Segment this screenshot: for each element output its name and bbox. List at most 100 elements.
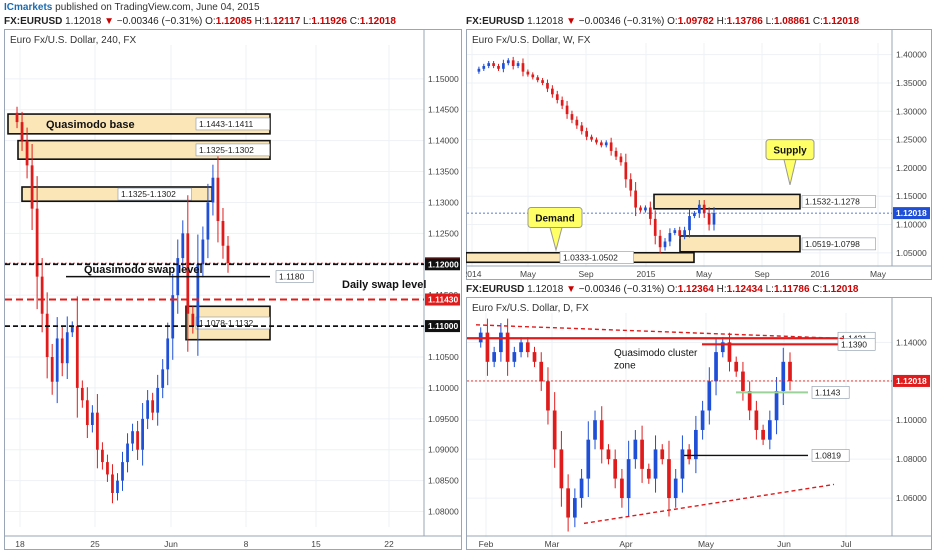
h4-y-tick-label: 1.14000 (428, 136, 459, 146)
daily-candle-body (579, 478, 584, 499)
h4-candle-body (111, 474, 114, 493)
daily-candle-body (566, 488, 570, 518)
h4-price-tag-label: 1.11000 (428, 321, 459, 331)
daily-l-label: L: (765, 284, 774, 295)
daily-candle-body (599, 420, 604, 450)
daily-chart-panel[interactable]: FX:EURUSD 1.12018 ▼ −0.00346 (−0.31%) O:… (466, 283, 932, 550)
h4-x-tick-label: 8 (244, 539, 249, 549)
daily-candle-body (593, 420, 597, 440)
daily-candle-body (633, 439, 638, 460)
weekly-candle-body (604, 142, 608, 146)
h4-candle-body (141, 418, 144, 450)
weekly-candle-body (702, 204, 706, 214)
h4-zone-label: 1.1325-1.1302 (199, 145, 254, 155)
h4-zone-label: 1.1443-1.1411 (199, 119, 253, 129)
h4-candle-body (191, 313, 195, 327)
daily-candle-body (573, 498, 577, 518)
weekly-candle-body (580, 125, 584, 132)
weekly-candle-body (502, 63, 505, 69)
weekly-candle-body (521, 63, 525, 72)
weekly-candle-body (609, 142, 613, 151)
h4-candle-body (201, 239, 205, 265)
h4-symbol: FX:EURUSD (4, 16, 63, 27)
weekly-candle-body (673, 230, 677, 234)
down-triangle-icon: ▼ (104, 16, 114, 27)
weekly-candle-body (668, 233, 672, 242)
daily-candle-body (747, 391, 752, 411)
weekly-chart-panel[interactable]: FX:EURUSD 1.12018 ▼ −0.00346 (−0.31%) O:… (466, 15, 932, 280)
daily-candle-body (552, 410, 557, 450)
weekly-candle-body (653, 218, 657, 236)
daily-candle-body (774, 391, 779, 421)
h4-candle-body (15, 112, 19, 123)
h4-chart-panel[interactable]: FX:EURUSD 1.12018 ▼ −0.00346 (−0.31%) O:… (4, 15, 462, 550)
daily-annotation-qm-cluster-line2: zone (614, 361, 636, 372)
weekly-candle-body (575, 119, 579, 126)
weekly-candle-body (482, 65, 486, 69)
h4-zone-label: 1.1325-1.1302 (121, 189, 176, 199)
weekly-open: 1.09782 (677, 16, 714, 27)
weekly-supply-callout-pointer (783, 159, 797, 186)
daily-candle-body (781, 361, 786, 392)
weekly-x-tick-label: 2014 (466, 269, 482, 279)
h4-x-tick-label: 25 (90, 539, 100, 549)
daily-candle-body (505, 332, 510, 362)
h4-level-label-box (275, 270, 314, 283)
down-triangle-icon: ▼ (566, 284, 576, 295)
daily-candle-body (613, 459, 618, 479)
daily-x-tick-label: May (698, 539, 715, 549)
weekly-x-tick-label: May (870, 269, 887, 279)
weekly-candle-body (663, 241, 667, 248)
h4-candle-body (35, 208, 39, 277)
h4-price-tag (425, 293, 460, 306)
daily-candle-body (539, 361, 544, 382)
weekly-candle-body (487, 63, 491, 66)
weekly-low: 1.08861 (773, 16, 811, 27)
weekly-candle-body (531, 74, 535, 78)
daily-candle-body (532, 352, 537, 362)
h4-change: −0.00346 (−0.31%) (116, 16, 203, 27)
h4-candle-body (116, 480, 119, 493)
h4-annotation-daily-swap: Daily swap level (342, 279, 426, 291)
daily-candle-body (720, 342, 725, 353)
h4-y-tick-label: 1.13000 (428, 197, 459, 207)
weekly-candle-body (693, 213, 696, 217)
weekly-candle-body (585, 131, 588, 137)
weekly-x-tick-label: 2016 (811, 269, 830, 279)
weekly-candle-body (648, 207, 652, 219)
h4-candle-body (206, 202, 210, 240)
weekly-candle-body (551, 88, 554, 95)
weekly-candle-body (639, 207, 642, 211)
daily-candle-body (606, 449, 611, 460)
daily-candle-body (546, 381, 550, 411)
daily-chart[interactable]: Euro Fx/U.S. Dollar, D, FX1.140001.12000… (466, 297, 932, 550)
h4-l-label: L: (303, 16, 312, 27)
h4-candle-body (226, 245, 230, 264)
weekly-chart[interactable]: Euro Fx/U.S. Dollar, W, FX 1.40000 1.35000… (466, 29, 932, 280)
h4-chart[interactable]: Euro Fx/U.S. Dollar, 240, FX 1.15000 1.145… (4, 29, 462, 550)
daily-open: 1.12364 (677, 284, 714, 295)
h4-candle-body (216, 177, 220, 221)
weekly-annotation-demand: Demand (535, 214, 574, 225)
weekly-candle-body (477, 68, 481, 72)
weekly-candle-body (516, 63, 520, 66)
weekly-x-tick-label: Sep (754, 269, 769, 279)
daily-candle-body (788, 361, 792, 381)
weekly-high: 1.13786 (726, 16, 763, 27)
weekly-candle-body (595, 139, 598, 143)
h4-header: FX:EURUSD 1.12018 ▼ −0.00346 (−0.31%) O:… (4, 15, 396, 29)
daily-candle-body (640, 439, 644, 469)
h4-chart-title: Euro Fx/U.S. Dollar, 240, FX (10, 35, 136, 46)
daily-level-label-box (811, 386, 850, 399)
h4-candle-body (55, 338, 59, 382)
weekly-candle-body (536, 77, 540, 81)
publisher-brand[interactable]: ICmarkets (4, 2, 53, 13)
h4-candle-body (40, 276, 44, 314)
h4-candle-body (136, 431, 139, 450)
daily-candle-body (754, 410, 759, 430)
h4-annotation-swap-level: Quasimodo swap level (84, 264, 203, 276)
weekly-y-tick-label: 1.40000 (896, 50, 927, 60)
weekly-candle-body (560, 99, 564, 106)
weekly-candle-body (555, 94, 559, 100)
h4-x-tick-label: 15 (311, 539, 321, 549)
